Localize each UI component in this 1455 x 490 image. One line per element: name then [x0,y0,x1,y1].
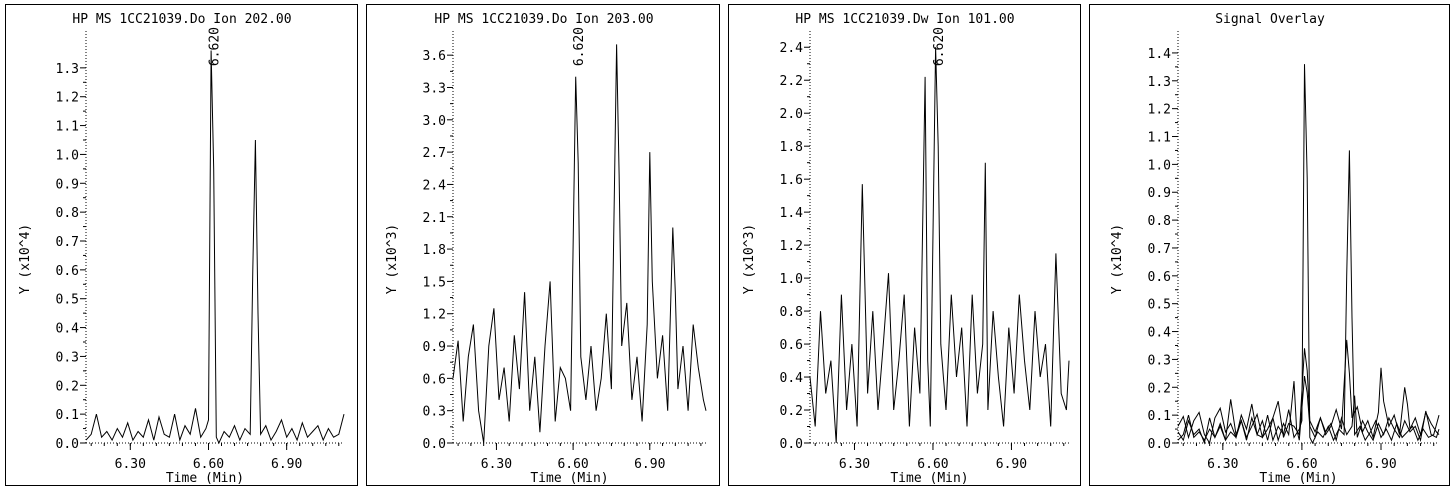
chart-3-ylabel: Y (x10^3) [742,224,757,294]
chart-1-ytick-label: 0.4 [56,322,80,337]
chart-3-xlabel: Time (Min) [890,471,968,486]
chart-2-series-1-line [452,44,707,444]
chart-1-ytick-label: 0.9 [56,177,79,192]
chart-3-ytick-label: 0.6 [780,338,803,353]
chart-1-ytick-label: 0.1 [56,408,79,423]
chart-3-ytick-label: 0.4 [780,371,804,386]
chart-2-ytick-label: 1.5 [423,275,446,290]
chart-4-series-2-line [1177,339,1440,445]
chart-2-ytick-label: 0.9 [423,340,446,355]
chart-1-ytick-label: 0.5 [56,293,79,308]
chart-1-ytick-label: 0.6 [56,264,79,279]
chart-4-ytick-label: 0.9 [1148,186,1171,201]
chart-3-xtick-label: 6.90 [996,457,1027,472]
chart-4-ytick-label: 0.5 [1148,298,1171,313]
chart-4-ytick-label: 0.8 [1148,214,1171,229]
chart-4-ytick-label: 0.2 [1148,381,1171,396]
chart-3-ytick-label: 2.2 [780,74,803,89]
chart-4-ytick-label: 0.6 [1148,270,1171,285]
chart-2-ylabel: Y (x10^3) [385,224,400,294]
chart-4-ytick-label: 0.7 [1148,242,1171,257]
chart-2-ytick-label: 1.2 [423,308,446,323]
chart-4-series-3-line [1177,376,1440,445]
chart-4-title: Signal Overlay [1215,12,1325,27]
chart-1-ytick-label: 0.8 [56,206,79,221]
chart-4-ytick-label: 1.1 [1148,131,1171,146]
chart-4-ytick-label: 1.3 [1148,75,1171,90]
chart-2-ytick-label: 3.0 [423,114,446,129]
chart-3-peak-label: 6.620 [932,27,947,66]
chart-1-ytick-label: 0.7 [56,235,79,250]
chart-4-ytick-label: 0.0 [1148,437,1171,452]
chart-2-peak-label: 6.620 [572,27,587,66]
chart-2-ytick-label: 2.1 [423,211,446,226]
chart-2-xtick-label: 6.90 [634,457,665,472]
chart-svg-ion-203: HP MS 1CC21039.Do Ion 203.00 0.0 0.3 0.6 0.9… [385,12,707,486]
chart-3-ytick-label: 1.8 [780,140,803,155]
chart-2-title: HP MS 1CC21039.Do Ion 203.00 [434,12,653,27]
chart-4-ytick-label: 0.3 [1148,353,1171,368]
chart-3-xtick-label: 6.30 [839,457,870,472]
chart-1-ytick-label: 1.1 [56,120,79,135]
chart-3-ytick-label: 0.8 [780,305,803,320]
chart-2-ytick-label: 0.6 [423,372,446,387]
chart-1-ytick-label: 0.0 [56,437,79,452]
chart-1-series-1-line [85,50,345,445]
chart-4-xtick-label: 6.60 [1286,457,1317,472]
chart-1-ytick-label: 0.2 [56,379,79,394]
chart-2-ytick-label: 1.8 [423,243,446,258]
chart-2-xtick-label: 6.60 [557,457,588,472]
chart-1-xlabel: Time (Min) [166,471,244,486]
chart-2-ytick-label: 3.6 [423,49,446,64]
chart-1-title: HP MS 1CC21039.Do Ion 202.00 [72,12,291,27]
chart-2-ytick-label: 0.3 [423,405,446,420]
chart-4-ytick-label: 1.4 [1148,47,1172,62]
chart-3-ytick-label: 1.2 [780,239,803,254]
chart-1-ytick-label: 0.3 [56,350,79,365]
chart-1-ytick-label: 1.0 [56,148,79,163]
chart-3-ytick-label: 2.4 [780,41,804,56]
chart-1-xtick-label: 6.90 [271,457,302,472]
chart-3-series-1-line [809,47,1070,444]
chart-2-xlabel: Time (Min) [530,471,608,486]
chart-4-xtick-label: 6.90 [1365,457,1396,472]
chart-3-ytick-label: 0.0 [780,437,803,452]
chart-4-xlabel: Time (Min) [1259,471,1337,486]
chart-2-ytick-label: 3.3 [423,81,446,96]
chart-svg-overlay: Signal Overlay 0.0 0.1 0.2 0.3 0.4 0.5 0.6 0.7 0.… [1110,12,1440,486]
chart-svg-ion-202: HP MS 1CC21039.Do Ion 202.00 0.0 0.1 0.2 0.3… [18,12,345,486]
chart-3-ytick-label: 2.0 [780,107,803,122]
chart-4-ytick-label: 0.4 [1148,326,1172,341]
chart-4-ytick-label: 0.1 [1148,409,1171,424]
chart-svg-ion-101: HP MS 1CC21039.Dw Ion 101.00 0.0 0.2 0.4 0.6… [742,12,1070,486]
chart-2-xtick-label: 6.30 [481,457,512,472]
chart-3-ytick-label: 0.2 [780,404,803,419]
chart-4-ytick-label: 1.0 [1148,158,1171,173]
chart-4-xtick-label: 6.30 [1207,457,1238,472]
chart-1-xtick-label: 6.30 [115,457,146,472]
chart-4-ytick-label: 1.2 [1148,103,1171,118]
chart-4-ylabel: Y (x10^4) [1110,224,1125,294]
chart-1-ytick-label: 1.2 [56,91,79,106]
chart-panel-ion-101: HP MS 1CC21039.Dw Ion 101.00 0.0 0.2 0.4 0.6… [728,4,1081,486]
chart-3-ytick-label: 1.0 [780,272,803,287]
chart-3-ytick-label: 1.4 [780,206,804,221]
chart-1-ytick-label: 1.3 [56,62,79,77]
chart-2-ytick-label: 0.0 [423,437,446,452]
chart-3-xtick-label: 6.60 [917,457,948,472]
chart-3-ytick-label: 1.6 [780,173,803,188]
chart-panel-ion-202: HP MS 1CC21039.Do Ion 202.00 0.0 0.1 0.2 0.3… [5,4,358,486]
chart-1-ylabel: Y (x10^4) [18,224,33,294]
chart-panel-ion-203: HP MS 1CC21039.Do Ion 203.00 0.0 0.3 0.6 0.9… [366,4,720,486]
chart-2-ytick-label: 2.7 [423,146,446,161]
chart-3-title: HP MS 1CC21039.Dw Ion 101.00 [795,12,1014,27]
chart-1-peak-label: 6.620 [208,27,223,66]
chart-1-xtick-label: 6.60 [193,457,224,472]
chart-2-ytick-label: 2.4 [423,178,447,193]
chart-panel-overlay: Signal Overlay 0.0 0.1 0.2 0.3 0.4 0.5 0.6 0.7 0.… [1089,4,1450,486]
